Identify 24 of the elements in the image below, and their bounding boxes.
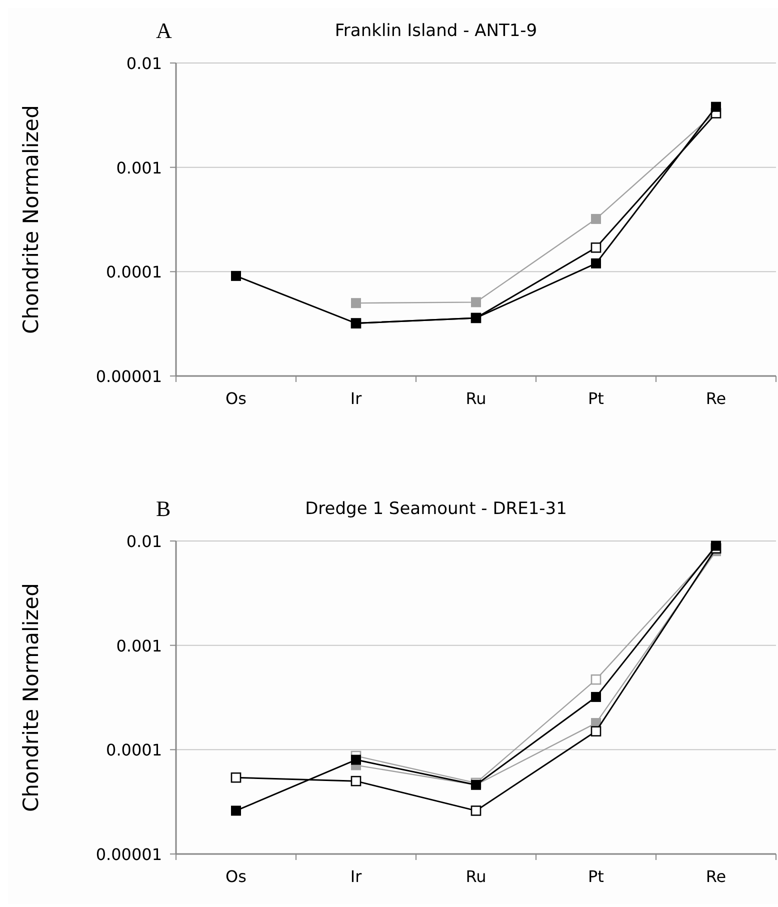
y-axis-title: Chondrite Normalized bbox=[19, 583, 43, 812]
x-tick-label: Ru bbox=[466, 867, 486, 886]
x-tick-label: Ir bbox=[350, 389, 362, 408]
y-tick-label: 0.00001 bbox=[96, 367, 162, 386]
y-tick-label: 0.0001 bbox=[106, 262, 162, 282]
x-tick-label: Ir bbox=[350, 867, 362, 886]
chart-title: Dredge 1 Seamount - DRE1-31 bbox=[305, 499, 567, 519]
text: A bbox=[156, 18, 172, 43]
x-tick-label: Pt bbox=[588, 867, 604, 886]
chart-title: Franklin Island - ANT1-9 bbox=[334, 21, 538, 41]
y-axis-title: Chondrite Normalized bbox=[19, 105, 43, 334]
x-tick-label: Pt bbox=[588, 389, 604, 408]
y-tick-label: 0.0001 bbox=[106, 740, 162, 760]
y-tick-label: 0.001 bbox=[116, 636, 162, 656]
x-tick-label: Re bbox=[706, 867, 726, 886]
y-tick-label: 0.00001 bbox=[96, 845, 162, 864]
x-tick-label: Os bbox=[226, 389, 246, 408]
text: B bbox=[156, 496, 171, 521]
x-tick-label: Ru bbox=[466, 389, 486, 408]
y-tick-label: 0.001 bbox=[116, 158, 162, 178]
x-tick-label: Re bbox=[706, 389, 726, 408]
y-tick-label: 0.01 bbox=[126, 532, 162, 551]
x-tick-label: Os bbox=[226, 867, 246, 886]
y-tick-label: 0.01 bbox=[126, 54, 162, 73]
